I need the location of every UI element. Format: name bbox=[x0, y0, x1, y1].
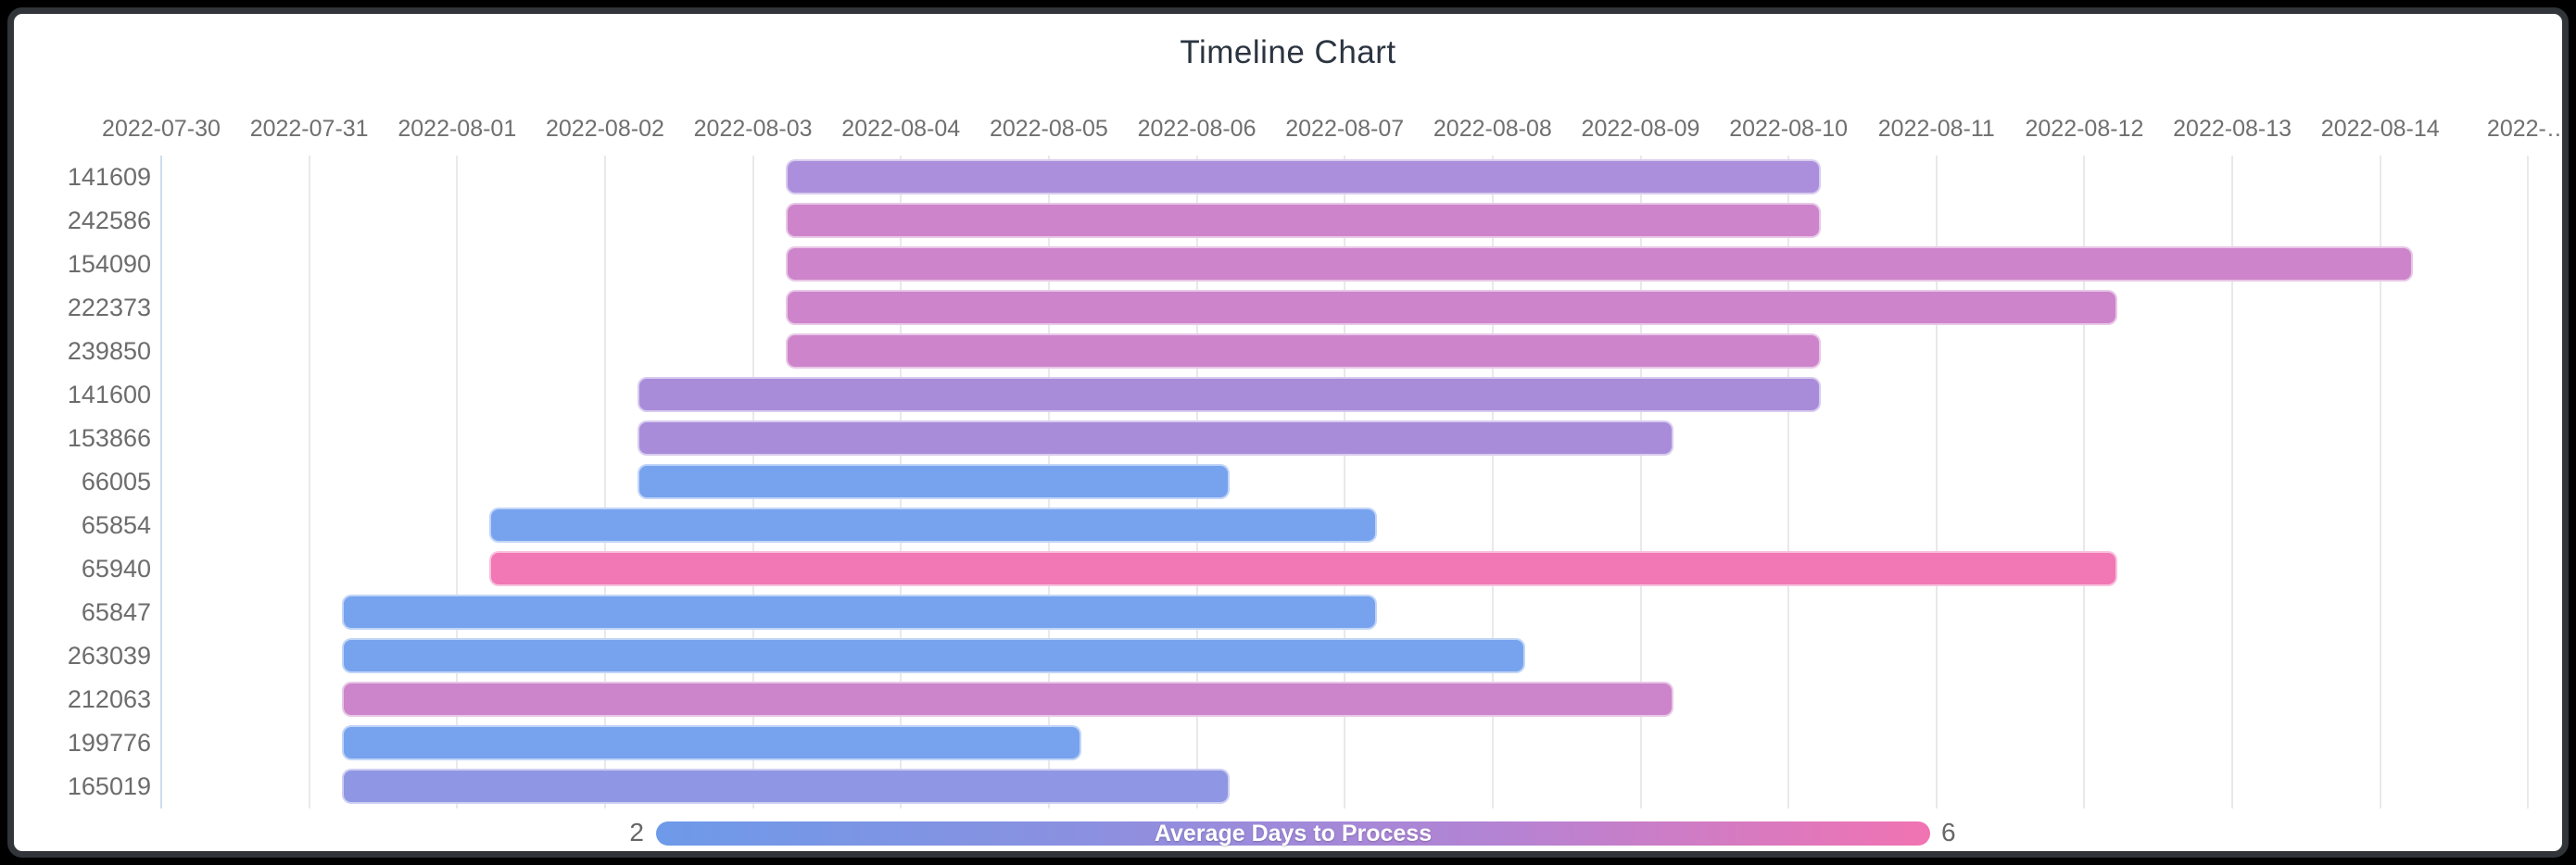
gridline bbox=[2527, 156, 2530, 809]
x-tick-label: 2022-07-30 bbox=[102, 116, 221, 142]
timeline-bar[interactable] bbox=[341, 638, 1525, 673]
row-label: 65940 bbox=[81, 555, 151, 583]
legend-min-label: 2 bbox=[629, 818, 644, 846]
row-label: 222373 bbox=[67, 294, 151, 321]
gridline bbox=[308, 156, 310, 809]
gridline bbox=[160, 156, 162, 809]
timeline-bar[interactable] bbox=[341, 725, 1082, 760]
x-tick-label: 2022-08-06 bbox=[1137, 116, 1256, 142]
legend-max-label: 6 bbox=[1941, 818, 1956, 846]
timeline-bar[interactable] bbox=[638, 464, 1230, 499]
row-label: 263039 bbox=[67, 642, 151, 670]
gridline bbox=[603, 156, 606, 809]
x-tick-label: 2022-08-11 bbox=[1877, 116, 1995, 142]
x-tick-label: 2022-08-01 bbox=[398, 116, 517, 142]
x-tick-label: 2022-08-13 bbox=[2173, 116, 2292, 142]
row-label: 154090 bbox=[67, 250, 151, 278]
row-label: 165019 bbox=[67, 772, 151, 800]
gridline bbox=[2379, 156, 2381, 809]
row-label: 212063 bbox=[67, 685, 151, 713]
x-tick-label: 2022-08-12 bbox=[2025, 116, 2144, 142]
gridline bbox=[456, 156, 459, 809]
row-label: 141600 bbox=[67, 381, 151, 408]
timeline-bar[interactable] bbox=[341, 682, 1673, 717]
timeline-bar[interactable] bbox=[785, 159, 1822, 194]
timeline-bar[interactable] bbox=[489, 508, 1378, 543]
row-label: 141609 bbox=[67, 163, 151, 191]
gridline bbox=[1935, 156, 1938, 809]
timeline-bar[interactable] bbox=[638, 377, 1822, 412]
gridline bbox=[1344, 156, 1346, 809]
row-label: 153866 bbox=[67, 424, 151, 452]
timeline-bar[interactable] bbox=[489, 551, 2117, 586]
chart-window: Timeline Chart 2022-07-30 2022-07-31 2022-… bbox=[7, 7, 2569, 858]
row-label: 239850 bbox=[67, 337, 151, 365]
timeline-bar[interactable] bbox=[785, 290, 2117, 325]
gridline bbox=[1639, 156, 1642, 809]
x-tick-label: 2022-08-09 bbox=[1581, 116, 1700, 142]
gridline bbox=[2083, 156, 2086, 809]
timeline-bar[interactable] bbox=[341, 595, 1378, 630]
x-tick-label: 2022-08-03 bbox=[693, 116, 813, 142]
x-tick-label: 2022-08-02 bbox=[545, 116, 664, 142]
x-tick-label: 2022-07-31 bbox=[249, 116, 369, 142]
chart-title: Timeline Chart bbox=[1180, 34, 1396, 70]
x-tick-label: 2022-08-05 bbox=[989, 116, 1108, 142]
legend-title: Average Days to Process bbox=[1154, 821, 1433, 846]
legend-gradient-bar bbox=[656, 821, 1930, 846]
x-tick-label: 2022-08-04 bbox=[841, 116, 961, 142]
x-axis: 2022-07-30 2022-07-31 2022-08-01 2022-08-02… bbox=[14, 111, 2562, 153]
x-tick-label: 2022-… bbox=[2486, 116, 2569, 142]
x-tick-label: 2022-08-14 bbox=[2320, 116, 2440, 142]
timeline-bar[interactable] bbox=[785, 333, 1822, 369]
gridline bbox=[1787, 156, 1790, 809]
x-tick-label: 2022-08-10 bbox=[1729, 116, 1849, 142]
timeline-bar[interactable] bbox=[785, 203, 1822, 238]
row-label: 199776 bbox=[67, 729, 151, 757]
timeline-bar[interactable] bbox=[638, 420, 1673, 456]
row-label: 242586 bbox=[67, 207, 151, 234]
gridline bbox=[1491, 156, 1494, 809]
plot-area: 141609 242586 154090 222373 239850 141600 1538… bbox=[14, 14, 2562, 851]
timeline-bar[interactable] bbox=[785, 246, 2413, 282]
x-tick-label: 2022-08-08 bbox=[1433, 116, 1552, 142]
timeline-bar[interactable] bbox=[341, 769, 1230, 804]
x-tick-label: 2022-08-07 bbox=[1285, 116, 1405, 142]
row-label: 66005 bbox=[81, 468, 151, 495]
gridline bbox=[2231, 156, 2234, 809]
row-label: 65854 bbox=[81, 511, 151, 539]
row-label: 65847 bbox=[81, 598, 151, 626]
